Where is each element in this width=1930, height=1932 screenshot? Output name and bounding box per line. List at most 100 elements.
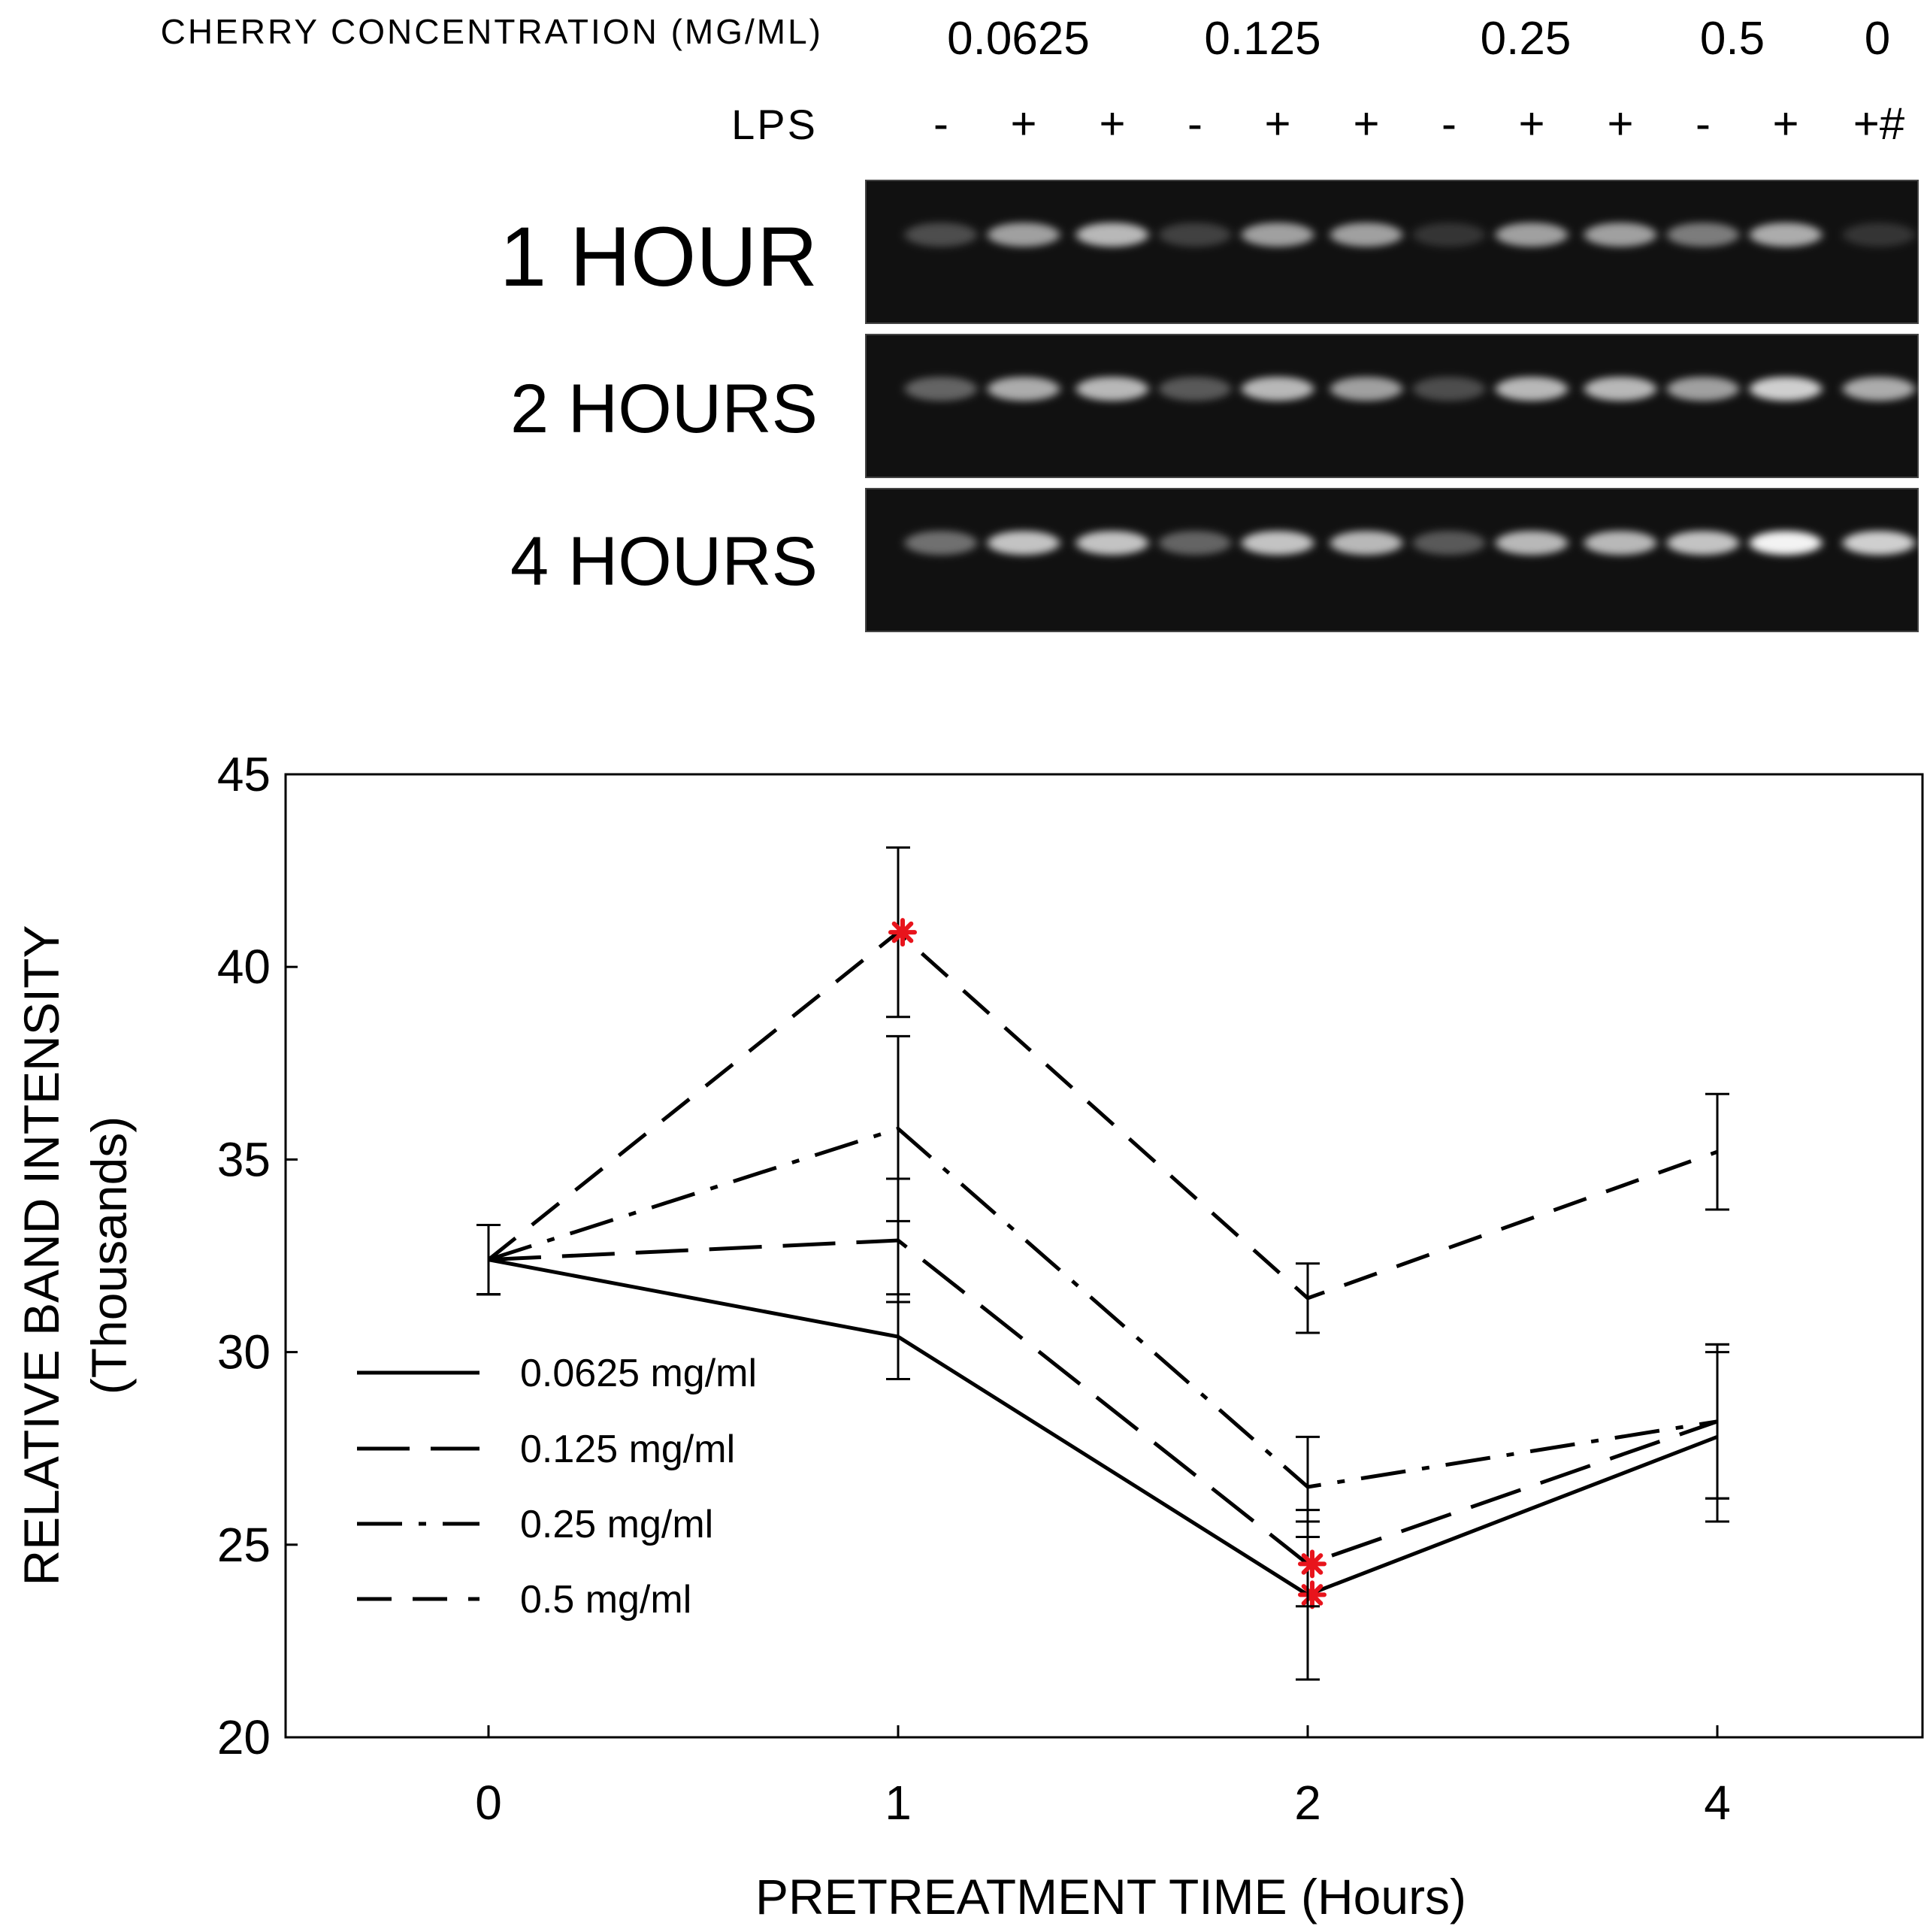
gel-row-label: 2 HOURS — [510, 371, 818, 447]
y-tick-label: 25 — [217, 1518, 271, 1572]
y-axis: 20 25 30 35 40 45 — [217, 747, 298, 1764]
error-bar — [1705, 1092, 1729, 1211]
x-tick-label: 0 — [475, 1776, 502, 1830]
significance-marker — [888, 918, 917, 947]
series-4 — [476, 846, 1729, 1334]
gel-row-label: 1 HOUR — [500, 210, 818, 304]
plot-frame — [284, 773, 1924, 1739]
legend-item: 0.125 mg/ml — [357, 1428, 735, 1471]
lps-label: LPS — [731, 101, 818, 148]
concentration-labels: 0.0625 0.125 0.25 0.5 0 — [947, 13, 1890, 65]
legend-item: 0.5 mg/ml — [357, 1578, 691, 1622]
gel-band — [988, 377, 1060, 401]
legend-label: 0.0625 mg/ml — [520, 1352, 757, 1395]
gel-band — [1750, 531, 1822, 556]
series-layer — [476, 846, 1729, 1681]
line-chart: 20 25 30 35 40 45 0 1 2 4 0.0625 mg/ml 0.125 mg/m… — [14, 747, 1924, 1924]
lps-lane-label: + — [1353, 98, 1379, 149]
legend-label: 0.5 mg/ml — [520, 1578, 691, 1622]
series-line — [487, 929, 1718, 1301]
gel-row: 1 HOUR — [500, 180, 1919, 324]
lps-lane-label: - — [1696, 98, 1711, 149]
y-axis-sublabel: (Thousands) — [81, 1116, 137, 1395]
gel-band — [1496, 531, 1568, 556]
gel-band — [1159, 377, 1231, 401]
concentration-value: 0.0625 — [947, 13, 1090, 65]
lps-lane-label: - — [933, 98, 948, 149]
gel-band — [905, 531, 977, 556]
gel-band — [1750, 377, 1822, 401]
legend: 0.0625 mg/ml 0.125 mg/ml 0.25 mg/ml 0.5 mg/… — [357, 1352, 757, 1622]
gel-band — [1413, 531, 1485, 556]
gel-band — [1496, 377, 1568, 401]
concentration-value: 0.5 — [1700, 13, 1765, 65]
y-tick-label: 45 — [217, 747, 271, 801]
error-bar — [1705, 1343, 1729, 1500]
gel-band — [905, 223, 977, 247]
gel-band — [1242, 531, 1314, 556]
gel-band — [1843, 531, 1915, 556]
lps-lane-label: + — [1264, 98, 1290, 149]
legend-label: 0.125 mg/ml — [520, 1428, 735, 1471]
y-tick-label: 35 — [217, 1132, 271, 1186]
gel-band — [1159, 531, 1231, 556]
gel-band — [1330, 223, 1402, 247]
series-line — [488, 1238, 1718, 1567]
error-bar — [1296, 1262, 1320, 1334]
series-line — [488, 1126, 1718, 1489]
lps-lane-label: + — [1772, 98, 1798, 149]
gel-band — [988, 531, 1060, 556]
gel-band — [1413, 377, 1485, 401]
gel-row-label: 4 HOURS — [510, 523, 818, 600]
gel-band — [1584, 223, 1656, 247]
gel-band — [1076, 377, 1148, 401]
error-bar — [886, 1034, 910, 1222]
error-bar — [1296, 1435, 1320, 1539]
y-tick-label: 20 — [217, 1710, 271, 1764]
x-tick-label: 2 — [1294, 1776, 1321, 1830]
gel-band — [1843, 223, 1915, 247]
legend-item: 0.0625 mg/ml — [357, 1352, 757, 1395]
gel-band — [1242, 223, 1314, 247]
gel-band — [1330, 531, 1402, 556]
series-line — [488, 1258, 1718, 1597]
lps-lane-label: - — [1187, 98, 1202, 149]
gel-band — [1159, 223, 1231, 247]
gel-band — [1076, 531, 1148, 556]
error-bar — [476, 1224, 501, 1296]
x-tick-label: 4 — [1704, 1776, 1731, 1830]
lps-lane-label: + — [1607, 98, 1633, 149]
lps-lane-labels: - + + - + + - + + - + +# — [933, 98, 1905, 149]
lps-lane-label: + — [1099, 98, 1125, 149]
gel-band — [1413, 223, 1485, 247]
gel-band — [1667, 223, 1739, 247]
gel-band — [1076, 223, 1148, 247]
gel-band — [1667, 377, 1739, 401]
gel-band — [905, 377, 977, 401]
lps-lane-label: + — [1518, 98, 1544, 149]
x-axis-label: PRETREATMENT TIME (Hours) — [755, 1869, 1466, 1924]
gel-band — [1584, 377, 1656, 401]
concentration-value: 0.25 — [1481, 13, 1572, 65]
legend-label: 0.25 mg/ml — [520, 1503, 713, 1546]
gel-row: 4 HOURS — [510, 488, 1919, 632]
gel-band — [1242, 377, 1314, 401]
concentration-label: CHERRY CONCENTRATION (MG/ML) — [161, 12, 823, 51]
lps-lane-label: + — [1010, 98, 1036, 149]
significance-marker — [1298, 1549, 1326, 1579]
gel-band — [1496, 223, 1568, 247]
x-tick-label: 1 — [885, 1776, 912, 1830]
legend-item: 0.25 mg/ml — [357, 1503, 713, 1546]
lps-lane-label: +# — [1853, 98, 1905, 149]
gel-lane-strip — [865, 488, 1919, 632]
gel-band — [988, 223, 1060, 247]
gel-lane-strip — [865, 334, 1919, 478]
concentration-value: 0.125 — [1204, 13, 1320, 65]
y-axis-label: RELATIVE BAND INTENSITY — [14, 925, 69, 1586]
gel-band — [1843, 377, 1915, 401]
x-axis: 0 1 2 4 — [475, 1725, 1731, 1830]
gel-lane-strip — [865, 180, 1919, 324]
gel-band — [1584, 531, 1656, 556]
gel-row: 2 HOURS — [510, 334, 1919, 478]
